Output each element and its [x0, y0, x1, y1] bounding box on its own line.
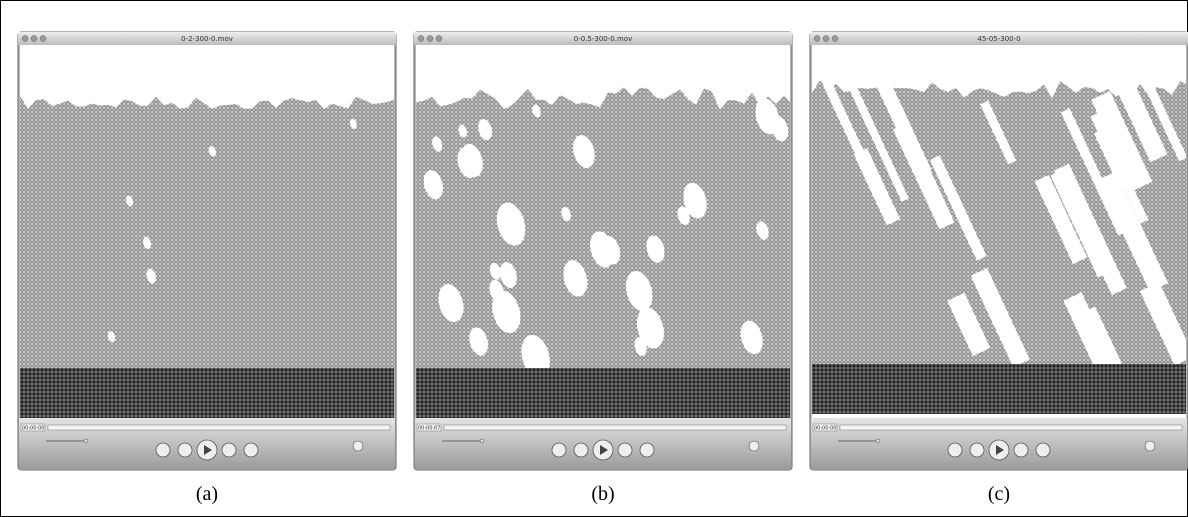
window-button	[22, 36, 28, 42]
player-window: 0-0.5-300-0.mov 00:00:07	[414, 32, 792, 470]
loop-button	[1145, 441, 1155, 451]
window-button	[823, 36, 829, 42]
transport-button[interactable]	[552, 443, 566, 457]
transport-button[interactable]	[244, 443, 258, 457]
timecode: 00:00:07	[418, 426, 440, 432]
timecode: 00:00:00	[814, 426, 836, 432]
particles	[812, 75, 1188, 414]
window-button	[40, 36, 46, 42]
loop-button	[353, 441, 363, 451]
window-title: 0-2-300-0.mov	[181, 35, 233, 43]
figure: 0-2-300-0.mov00:00:00(a)0-0.5-300-0.mov0…	[0, 0, 1188, 517]
transport-button[interactable]	[970, 443, 984, 457]
window-button	[436, 36, 442, 42]
transport-button[interactable]	[222, 443, 236, 457]
dense-layer	[20, 368, 394, 418]
loop-button	[749, 441, 759, 451]
player-window: 0-2-300-0.mov 00:00:00	[18, 32, 396, 470]
timecode: 00:00:00	[22, 426, 44, 432]
particle-field	[416, 87, 792, 370]
window-button	[418, 36, 424, 42]
particle-field	[20, 96, 396, 370]
panel-caption: (c)	[988, 483, 1010, 505]
particles	[416, 87, 792, 418]
panel-caption: (a)	[196, 483, 218, 505]
window-button	[832, 36, 838, 42]
window-title: 0-0.5-300-0.mov	[574, 35, 632, 43]
scrubber	[48, 425, 390, 430]
window-button	[427, 36, 433, 42]
volume-knob	[480, 439, 484, 443]
transport-button[interactable]	[1014, 443, 1028, 457]
window-button	[814, 36, 820, 42]
dense-layer	[416, 368, 790, 418]
dense-layer	[812, 364, 1186, 414]
transport-button[interactable]	[156, 443, 170, 457]
transport-button[interactable]	[618, 443, 632, 457]
player-window: 45-05-300-0 00:00:00	[810, 32, 1188, 470]
volume-knob	[876, 439, 880, 443]
panel-caption: (b)	[591, 483, 614, 505]
scrubber	[840, 425, 1182, 430]
particles	[20, 96, 396, 418]
transport-button[interactable]	[574, 443, 588, 457]
transport-button[interactable]	[948, 443, 962, 457]
transport-button[interactable]	[1036, 443, 1050, 457]
window-button	[31, 36, 37, 42]
volume-knob	[84, 439, 88, 443]
scrubber	[444, 425, 786, 430]
window-title: 45-05-300-0	[977, 35, 1020, 43]
transport-button[interactable]	[178, 443, 192, 457]
transport-button[interactable]	[640, 443, 654, 457]
